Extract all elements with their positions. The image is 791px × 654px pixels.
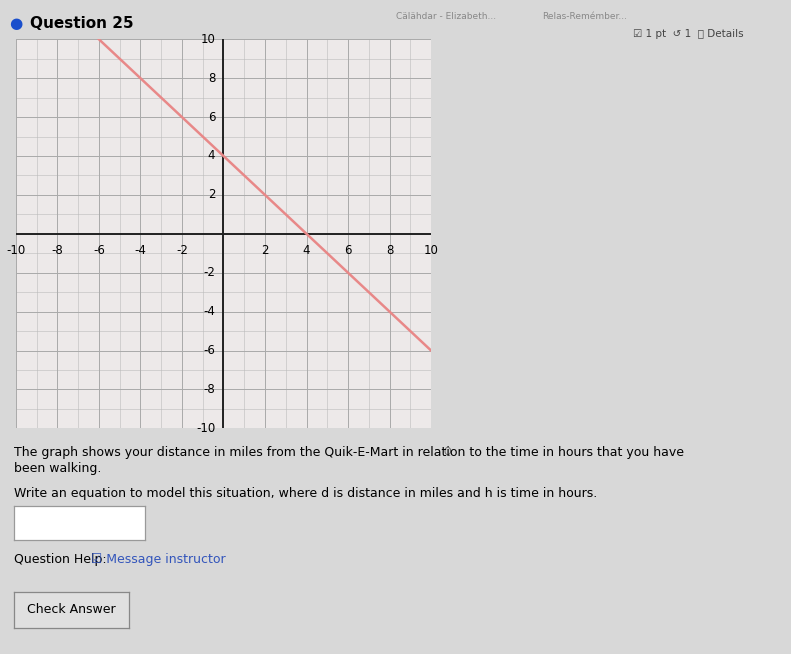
Text: 10: 10 [200,33,215,46]
Text: -8: -8 [203,383,215,396]
Text: -2: -2 [203,266,215,279]
Text: -4: -4 [203,305,215,318]
Text: The graph shows your distance in miles from the Quik-E-Mart in relation to the t: The graph shows your distance in miles f… [14,446,684,459]
Text: -4: -4 [134,243,146,256]
Text: 2: 2 [261,243,269,256]
Text: 8: 8 [386,243,393,256]
Text: 4: 4 [208,150,215,162]
Text: been walking.: been walking. [14,462,101,475]
Text: -6: -6 [93,243,105,256]
Text: ☑ 1 pt  ↺ 1  ⓘ Details: ☑ 1 pt ↺ 1 ⓘ Details [633,29,744,39]
Text: -2: -2 [176,243,188,256]
Text: ●: ● [9,16,23,31]
Text: Q: Q [444,447,452,456]
Text: Question Help:: Question Help: [14,553,107,566]
Text: Check Answer: Check Answer [27,604,116,616]
Text: 6: 6 [344,243,352,256]
Text: Write an equation to model this situation, where d is distance in miles and h is: Write an equation to model this situatio… [14,487,597,500]
Text: Cälähdar - Elizabeth...: Cälähdar - Elizabeth... [396,12,496,21]
Text: -8: -8 [51,243,63,256]
Text: ☑ Message instructor: ☑ Message instructor [91,553,225,566]
Text: -10: -10 [6,243,25,256]
Text: 6: 6 [208,111,215,124]
Text: -6: -6 [203,344,215,357]
Text: 4: 4 [303,243,310,256]
Text: Question 25: Question 25 [30,16,134,31]
Text: Relas-Remémber...: Relas-Remémber... [542,12,626,21]
Text: 8: 8 [208,72,215,84]
Text: 10: 10 [424,243,438,256]
Text: -10: -10 [196,422,215,435]
Text: 2: 2 [208,188,215,201]
